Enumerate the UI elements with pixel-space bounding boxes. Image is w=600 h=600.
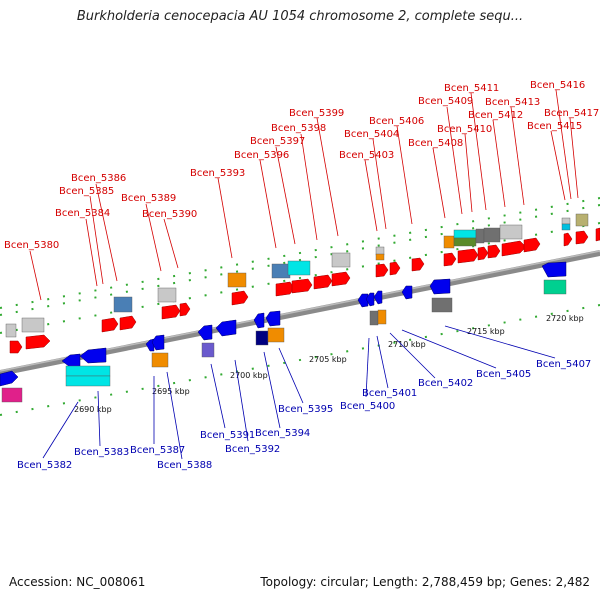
reverse-gene-labels: Bcen_5382 Bcen_5383 Bcen_5387 Bcen_5388 …	[17, 359, 591, 471]
gene-arrow	[487, 244, 501, 259]
gene-arrow	[161, 304, 181, 320]
gene-label: Bcen_5407	[536, 359, 591, 370]
gene-arrow	[0, 370, 19, 387]
gene-label: Bcen_5417	[544, 108, 599, 119]
scale-2705: 2705 kbp	[309, 355, 347, 364]
gene-label: Bcen_5383	[74, 447, 129, 458]
gene-arrow	[457, 248, 479, 264]
gene-arrow	[373, 290, 383, 305]
gene-arrow	[523, 237, 541, 253]
gene-arrow	[541, 261, 567, 278]
forward-features	[5, 213, 589, 338]
gene-arrow	[401, 285, 413, 300]
gene-arrow	[365, 292, 375, 307]
gene-arrow	[291, 278, 313, 294]
gene-label: Bcen_5398	[271, 123, 326, 134]
gene-label: Bcen_5402	[418, 378, 473, 389]
reverse-features	[1, 279, 567, 403]
gene-arrow	[501, 240, 527, 257]
gene-arrow	[477, 246, 489, 261]
gene-label: Bcen_5394	[255, 428, 310, 439]
gene-arrow	[119, 315, 137, 331]
gene-arrow	[275, 281, 295, 297]
gene-arrow	[179, 302, 191, 317]
gene-arrow	[389, 261, 401, 276]
map-title: Burkholderia cenocepacia AU 1054 chromos…	[76, 9, 524, 24]
scale-2710: 2710 kbp	[388, 340, 426, 349]
gene-label: Bcen_5412	[468, 110, 523, 121]
topology-text: Topology: circular; Length: 2,788,459 bp…	[260, 575, 590, 589]
track-guides	[0, 197, 600, 416]
gene-label: Bcen_5390	[142, 209, 197, 220]
gene-arrow	[411, 257, 425, 272]
gene-arrow	[375, 263, 389, 278]
gene-arrow	[429, 278, 451, 295]
gene-arrow	[595, 227, 600, 242]
gene-arrow	[331, 271, 351, 287]
gene-label: Bcen_5401	[362, 388, 417, 399]
gene-label: Bcen_5388	[157, 460, 212, 471]
gene-arrow	[265, 310, 281, 327]
forward-leaders	[29, 89, 579, 301]
gene-arrow	[197, 324, 213, 341]
gene-label: Bcen_5386	[71, 173, 126, 184]
gene-label: Bcen_5397	[250, 136, 305, 147]
gene-arrow	[215, 319, 237, 337]
gene-arrow	[61, 353, 81, 368]
reverse-genes	[0, 261, 567, 387]
gene-label: Bcen_5385	[59, 186, 114, 197]
gene-label: Bcen_5382	[17, 460, 72, 471]
gene-label: Bcen_5410	[437, 124, 492, 135]
gene-label: Bcen_5400	[340, 401, 395, 412]
gene-label: Bcen_5393	[190, 168, 245, 179]
scale-2700: 2700 kbp	[230, 371, 268, 380]
gene-label: Bcen_5380	[4, 240, 59, 251]
gene-label: Bcen_5387	[130, 445, 185, 456]
scale-labels: 2690 kbp 2695 kbp 2700 kbp 2705 kbp 2710…	[74, 314, 584, 414]
gene-arrow	[25, 334, 51, 350]
gene-arrow	[231, 290, 249, 306]
gene-label: Bcen_5416	[530, 80, 585, 91]
gene-arrow	[443, 252, 457, 267]
reverse-leaders	[42, 325, 556, 460]
gene-label: Bcen_5384	[55, 208, 110, 219]
gene-label: Bcen_5392	[225, 444, 280, 455]
gene-arrow	[101, 317, 119, 333]
gene-label: Bcen_5391	[200, 430, 255, 441]
scale-2715: 2715 kbp	[467, 327, 505, 336]
gene-label: Bcen_5396	[234, 150, 289, 161]
gene-label: Bcen_5413	[485, 97, 540, 108]
gene-label: Bcen_5405	[476, 369, 531, 380]
gene-label: Bcen_5411	[444, 83, 499, 94]
gene-arrow	[151, 334, 165, 351]
scale-2690: 2690 kbp	[74, 405, 112, 414]
gene-label: Bcen_5409	[418, 96, 473, 107]
gene-label: Bcen_5406	[369, 116, 424, 127]
gene-arrow	[253, 312, 265, 329]
gene-label: Bcen_5404	[344, 129, 399, 140]
forward-genes	[9, 227, 600, 354]
gene-arrow	[79, 347, 107, 364]
gene-arrow	[9, 340, 23, 354]
gene-arrow	[357, 293, 369, 308]
scale-2695: 2695 kbp	[152, 387, 190, 396]
gene-label: Bcen_5395	[278, 404, 333, 415]
gene-label: Bcen_5399	[289, 108, 344, 119]
scale-2720: 2720 kbp	[546, 314, 584, 323]
gene-arrow	[563, 232, 573, 247]
gene-label: Bcen_5415	[527, 121, 582, 132]
gene-label: Bcen_5408	[408, 138, 463, 149]
gene-arrow	[313, 274, 333, 290]
forward-gene-labels: Bcen_5380 Bcen_5384 Bcen_5385 Bcen_5386 …	[4, 80, 599, 251]
gene-label: Bcen_5403	[339, 150, 394, 161]
gene-arrow	[575, 230, 589, 245]
gene-label: Bcen_5389	[121, 193, 176, 204]
accession-text: Accession: NC_008061	[9, 575, 146, 589]
